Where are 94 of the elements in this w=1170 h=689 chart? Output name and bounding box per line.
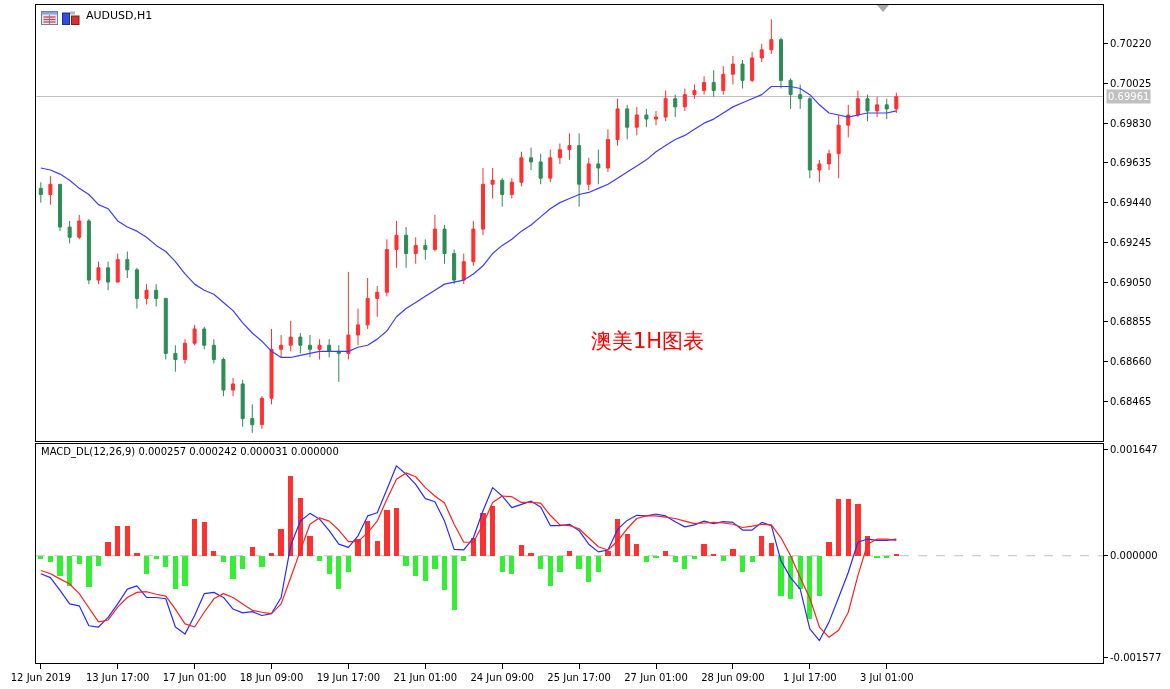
bar (172, 555, 179, 590)
bar (576, 555, 582, 570)
bar (384, 509, 390, 556)
bar (211, 550, 217, 556)
bar (605, 550, 611, 556)
bar (528, 553, 534, 556)
bar (422, 555, 428, 581)
bar (836, 499, 842, 556)
x-tick-label: 3 Jul 01:00 (859, 672, 914, 683)
bar (441, 555, 448, 591)
bar (249, 547, 255, 556)
x-tick-label: 12 Jun 2019 (10, 672, 71, 683)
bar (76, 555, 82, 565)
bar (345, 555, 352, 573)
candlestick (67, 220, 72, 244)
bar (374, 540, 380, 556)
x-tick-label: 28 Jun 09:00 (701, 672, 765, 683)
bar (634, 544, 640, 556)
candlestick (259, 395, 264, 430)
bar (547, 555, 553, 586)
bar (163, 555, 169, 568)
bar (432, 555, 438, 570)
bar (307, 535, 313, 556)
bar (95, 555, 102, 567)
bar (57, 555, 63, 576)
bar (134, 552, 140, 556)
bar (461, 555, 467, 561)
x-tick-label: 13 Jun 17:00 (85, 672, 150, 683)
bar (191, 519, 198, 556)
bar (538, 555, 544, 570)
x-tick-label: 27 Jun 01:00 (624, 672, 688, 683)
candlestick (77, 214, 82, 240)
chart-title: MACD_DL(12,26,9) 0.000257 0.000242 0.000031 0.000000 (41, 446, 339, 458)
bar (759, 535, 765, 556)
bar (845, 499, 851, 556)
bar (288, 476, 294, 556)
bar (855, 504, 861, 556)
bar (451, 555, 457, 611)
bar (489, 505, 496, 556)
x-tick-label: 1 Jul 17:00 (783, 672, 837, 683)
bar (701, 544, 707, 556)
bar (403, 555, 409, 567)
bar (115, 525, 121, 556)
bar (393, 507, 400, 556)
bar (662, 550, 669, 556)
candlestick (48, 175, 53, 206)
bar (566, 550, 573, 556)
bar (143, 555, 150, 574)
bar (739, 555, 746, 573)
bar (364, 521, 371, 556)
bar (826, 542, 832, 556)
bar (509, 555, 515, 574)
bar (86, 555, 92, 588)
x-tick-label: 18 Jun 09:00 (239, 672, 304, 683)
candlestick (231, 377, 236, 397)
bar (240, 555, 246, 570)
bar (778, 555, 784, 596)
candlestick (38, 181, 43, 204)
bar (316, 555, 323, 561)
x-tick-label: 17 Jun 01:00 (162, 672, 227, 683)
bar (336, 555, 342, 590)
x-tick-label: 24 Jun 09:00 (470, 672, 534, 683)
bar (768, 542, 775, 556)
bar (518, 545, 525, 556)
bar (413, 555, 419, 576)
bar (557, 555, 563, 573)
bar (278, 529, 284, 556)
bar (595, 555, 601, 573)
y-tick-label: 0.68465 (1110, 395, 1152, 407)
candlestick (221, 356, 226, 397)
bar (624, 533, 630, 556)
bar (586, 555, 592, 583)
bar (730, 549, 736, 556)
candlestick (240, 379, 245, 428)
x-tick-label: 19 Jun 17:00 (316, 672, 381, 683)
y-tick-label: 0.000000 (1110, 550, 1158, 562)
bar (259, 555, 265, 568)
x-tick-label: 21 Jun 01:00 (393, 672, 458, 683)
bar (105, 542, 111, 556)
bar (682, 555, 688, 570)
bar (182, 555, 188, 586)
bar (816, 555, 823, 596)
candlestick (250, 403, 255, 434)
bar (230, 555, 236, 579)
y-tick-label: 0.001647 (1110, 444, 1158, 456)
bar (326, 555, 332, 574)
bar (499, 555, 505, 573)
y-tick-label: -0.001577 (1110, 651, 1162, 663)
bar (355, 539, 361, 556)
bar (124, 525, 130, 556)
bar (201, 522, 207, 556)
x-tick-label: 25 Jun 17:00 (547, 672, 611, 683)
candlestick (58, 183, 63, 232)
bar (720, 555, 726, 561)
